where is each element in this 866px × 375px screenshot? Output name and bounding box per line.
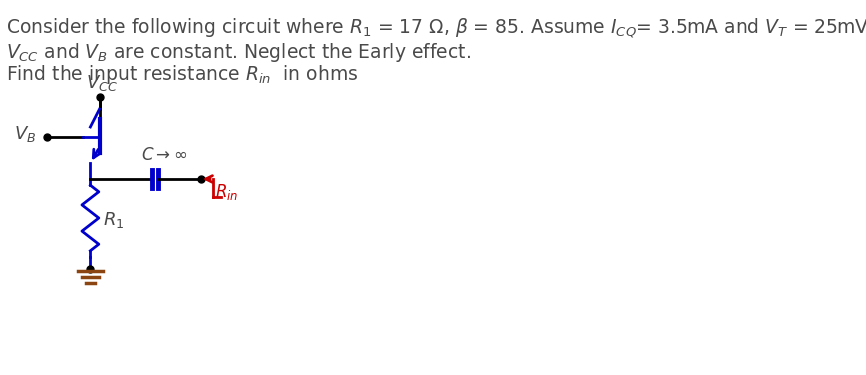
Text: $V_{CC}$ and $V_B$ are constant. Neglect the Early effect.: $V_{CC}$ and $V_B$ are constant. Neglect… — [6, 41, 471, 64]
Text: $C \rightarrow \infty$: $C \rightarrow \infty$ — [141, 146, 187, 164]
Text: $R_1$: $R_1$ — [103, 210, 124, 230]
Text: Find the input resistance $R_{in}$  in ohms: Find the input resistance $R_{in}$ in oh… — [6, 63, 359, 86]
Text: $R_{in}$: $R_{in}$ — [216, 182, 239, 202]
Text: $V_B$: $V_B$ — [14, 124, 36, 144]
Text: $V_{CC}$: $V_{CC}$ — [86, 73, 118, 93]
Text: Consider the following circuit where $R_1$ = 17 $\Omega$, $\beta$ = 85. Assume $: Consider the following circuit where $R_… — [6, 17, 866, 40]
